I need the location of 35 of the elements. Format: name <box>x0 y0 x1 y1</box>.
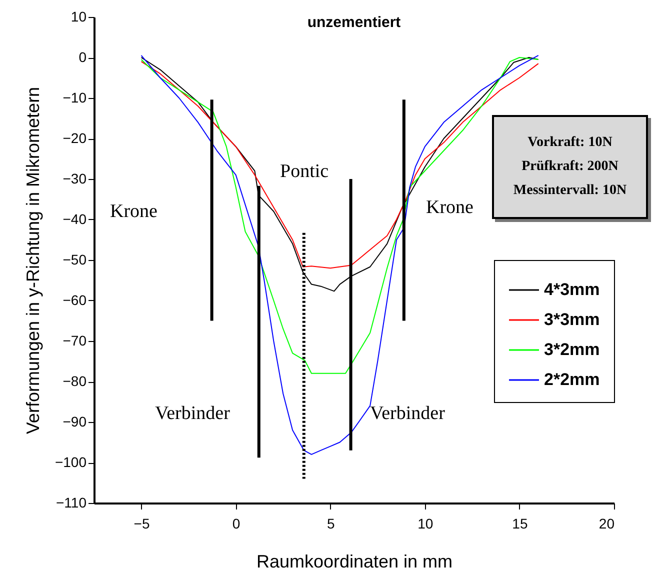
legend-label: 3*2mm <box>544 340 600 359</box>
y-tick-label: 0 <box>78 49 87 65</box>
y-tick-label: −90 <box>62 414 87 430</box>
annotation: Krone <box>110 201 158 223</box>
legend-label: 4*3mm <box>544 280 600 299</box>
annotation: Messintervall: 10N <box>512 182 628 200</box>
x-tick-label: 10 <box>418 516 434 532</box>
annotation: Verbinder <box>370 403 445 425</box>
y-tick-label: −100 <box>54 454 87 470</box>
annotation: Vorkraft: 10N <box>526 134 614 152</box>
legend-label: 3*3mm <box>544 310 600 329</box>
annotation: Krone <box>426 197 474 219</box>
chart-title: unzementiert <box>307 14 401 31</box>
x-tick-label: 20 <box>598 516 615 532</box>
y-tick-label: −20 <box>62 130 87 146</box>
x-axis-title: Raumkoordinaten in mm <box>256 552 453 572</box>
legend-label: 2*2mm <box>544 370 600 389</box>
x-tick-label: 0 <box>232 516 240 532</box>
y-tick-label: −80 <box>62 373 87 389</box>
y-tick-label: −10 <box>62 90 87 106</box>
y-tick-label: −30 <box>62 170 87 186</box>
y-tick-label: −60 <box>62 292 87 308</box>
annotation: Prüfkraft: 200N <box>520 158 620 176</box>
x-tick-label: 5 <box>326 516 335 532</box>
annotation: Pontic <box>280 161 329 183</box>
y-tick-label: 10 <box>70 8 87 24</box>
y-tick-label: −70 <box>62 332 87 348</box>
y-tick-label: −50 <box>62 252 87 268</box>
x-tick-label: 15 <box>512 516 528 532</box>
info-box: Vorkraft: 10N Prüfkraft: 200N Messintervall: 10N <box>492 115 648 219</box>
y-tick-label: −110 <box>56 494 87 510</box>
y-axis-title: Verformungen in y-Richtung in Mikrometern <box>22 86 43 434</box>
y-tick-label: −40 <box>62 211 87 227</box>
annotation: Verbinder <box>155 403 230 425</box>
x-tick-label: −5 <box>134 516 150 532</box>
